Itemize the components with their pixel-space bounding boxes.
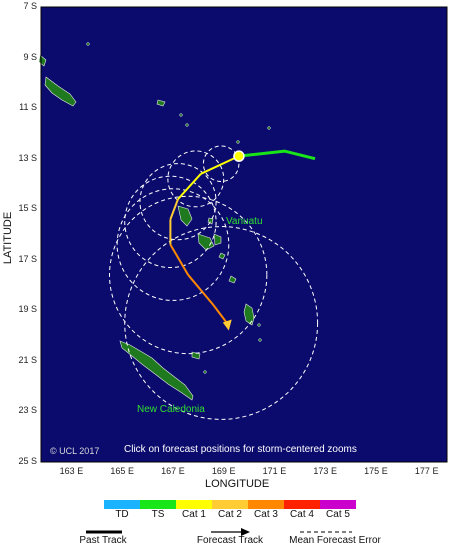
forecast-arrowhead <box>222 319 232 331</box>
legend-label-cat4: Cat 4 <box>290 509 314 520</box>
islet <box>179 113 183 117</box>
click-hint-text: Click on forecast positions for storm-ce… <box>124 444 357 455</box>
map-frame <box>40 6 448 463</box>
latitude-tick-label: 23 S <box>18 405 37 416</box>
islet <box>185 123 189 127</box>
legend-label-cat2: Cat 2 <box>218 509 242 520</box>
latitude-tick-label: 13 S <box>18 152 37 163</box>
longitude-tick-label: 177 E <box>414 466 439 476</box>
island-shape <box>243 303 255 326</box>
island-shape <box>156 99 166 107</box>
islet <box>267 126 271 130</box>
island-shape <box>177 205 193 227</box>
latitude-tick-label: 19 S <box>18 304 37 315</box>
forecast-track-key-label: Forecast Track <box>196 535 264 546</box>
legend-label-td: TD <box>115 509 129 520</box>
longitude-tick-label: 165 E <box>110 466 134 476</box>
islet <box>257 323 261 327</box>
legend-swatch-td <box>104 500 140 509</box>
copyright-text: © UCL 2017 <box>50 446 100 456</box>
longitude-tick-label: 171 E <box>262 466 287 476</box>
latitude-tick-label: 21 S <box>18 354 37 365</box>
forecast-track-line[interactable] <box>169 155 240 331</box>
islet <box>258 338 262 342</box>
error-circle <box>124 226 319 420</box>
island-shape <box>228 275 237 284</box>
latitude-tick-label: 11 S <box>19 102 37 113</box>
latitude-tick-label: 7 S <box>23 1 37 11</box>
forecast-track-key-arrow <box>241 528 250 536</box>
legend-swatch-cat5 <box>320 500 356 509</box>
legend-label-cat1: Cat 1 <box>182 509 206 520</box>
category-color-bar <box>104 500 356 509</box>
legend-swatch-cat2 <box>212 500 248 509</box>
new-caledonia-label: New Caledonia <box>137 404 205 415</box>
islet <box>86 42 90 46</box>
current-position-marker[interactable] <box>233 150 245 162</box>
legend-swatch-cat1 <box>176 500 212 509</box>
latitude-axis-title: LATITUDE <box>2 211 15 265</box>
longitude-tick-label: 163 E <box>59 466 84 476</box>
latitude-tick-label: 25 S <box>18 456 37 466</box>
error-circle <box>202 145 240 182</box>
forecast-track-segment <box>187 274 215 306</box>
island-shape <box>44 76 77 107</box>
error-circle <box>167 150 225 208</box>
longitude-tick-label: 169 E <box>211 466 236 476</box>
islet <box>236 140 240 144</box>
error-circle <box>139 163 217 241</box>
legend-swatch-cat3 <box>248 500 284 509</box>
forecast-track-segment <box>177 173 202 200</box>
forecast-track-segment <box>200 155 240 175</box>
forecast-error-circles <box>109 145 319 420</box>
latitude-tick-label: 15 S <box>18 203 37 214</box>
past-track-key-label: Past Track <box>79 535 127 546</box>
legend-swatch-cat4 <box>284 500 320 509</box>
longitude-tick-label: 175 E <box>364 466 388 476</box>
forecast-track-segment <box>169 198 179 220</box>
legend-label-cat3: Cat 3 <box>254 509 278 520</box>
category-labels: TD TS Cat 1 Cat 2 Cat 3 Cat 4 Cat 5 <box>104 509 356 520</box>
ocean-area <box>41 7 447 462</box>
latitude-tick-label: 17 S <box>18 253 37 264</box>
forecast-track-segment <box>169 244 190 276</box>
mean-error-key-label: Mean Forecast Error <box>289 535 381 546</box>
island-shape <box>213 233 222 246</box>
islet <box>203 370 207 374</box>
past-track-line <box>238 149 316 161</box>
vanuatu-label: Vanuatu <box>226 216 263 227</box>
longitude-axis-title: LONGITUDE <box>205 478 270 490</box>
longitude-tick-label: 167 E <box>161 466 185 476</box>
island-shape <box>197 233 215 251</box>
legend-line-keys <box>86 528 352 536</box>
legend-label-ts: TS <box>151 509 165 520</box>
island-shape <box>119 340 194 401</box>
error-circle <box>109 195 268 355</box>
legend-label-cat5: Cat 5 <box>326 509 350 520</box>
longitude-tick-label: 173 E <box>313 466 337 476</box>
land-masses <box>38 42 271 401</box>
island-shape <box>218 252 226 260</box>
error-circle <box>124 175 217 269</box>
latitude-tick-label: 9 S <box>23 51 37 62</box>
legend-swatch-ts <box>140 500 176 509</box>
error-circle <box>116 188 230 301</box>
